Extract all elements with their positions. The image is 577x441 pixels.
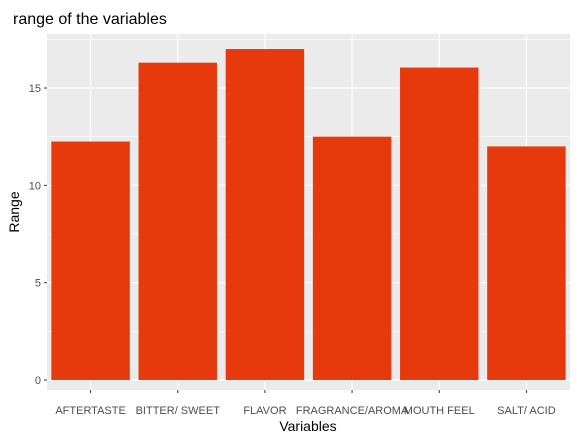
bar-aftertaste — [51, 141, 130, 380]
minor-gridlines — [47, 39, 570, 332]
x-tick-label: MOUTH FEEL — [404, 405, 475, 417]
y-axis-label: Range — [6, 191, 22, 232]
x-tick-label: FRAGRANCE/AROMA — [296, 405, 409, 417]
bar-fragrance-aroma — [312, 136, 392, 380]
x-axis-label: Variables — [279, 418, 336, 434]
y-axis: 0 5 10 15 — [29, 83, 47, 387]
bar-salt-acid — [487, 146, 566, 380]
y-tick-label: 0 — [35, 375, 41, 387]
y-tick-label: 5 — [35, 278, 41, 290]
chart-title: range of the variables — [13, 11, 167, 28]
y-tick-label: 15 — [29, 83, 41, 95]
x-tick-label: AFTERTASTE — [55, 405, 126, 417]
x-tick-label: BITTER/ SWEET — [136, 405, 221, 417]
bar-mouth-feel — [400, 67, 479, 380]
y-tick-label: 10 — [29, 180, 41, 192]
plot-panel — [47, 34, 570, 390]
x-axis: AFTERTASTE BITTER/ SWEET FLAVOR FRAGRANCE/A… — [55, 390, 556, 417]
bars — [51, 49, 566, 381]
bar-flavor — [225, 49, 305, 381]
bar-bitter-sweet — [138, 62, 217, 381]
x-tick-label: SALT/ ACID — [497, 405, 556, 417]
x-tick-label: FLAVOR — [243, 405, 286, 417]
